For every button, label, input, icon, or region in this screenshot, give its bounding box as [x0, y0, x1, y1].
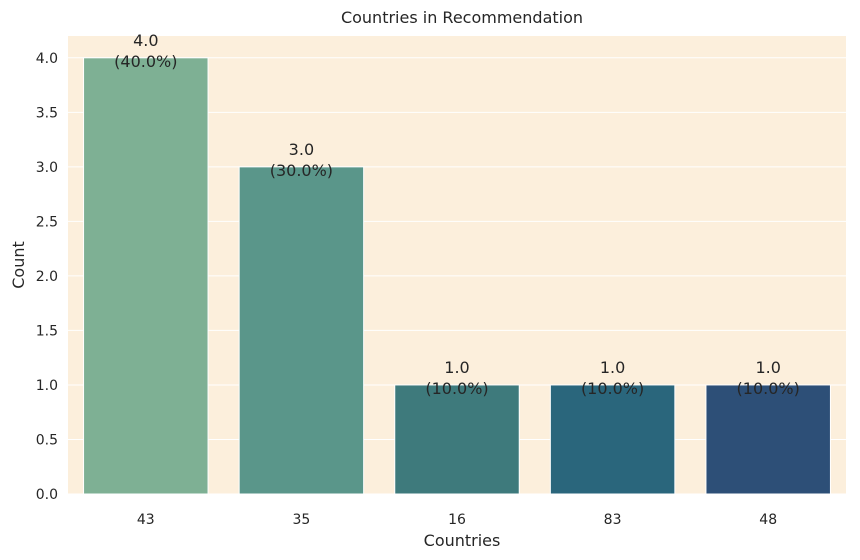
y-axis-title: Count: [9, 241, 28, 289]
y-tick-label: 4.0: [36, 51, 58, 67]
bar-percent-label: (30.0%): [270, 161, 333, 180]
x-axis-title: Countries: [424, 531, 501, 550]
y-tick-label: 1.0: [36, 378, 58, 394]
x-tick-labels: 43 35 16 83 48: [137, 512, 777, 528]
y-tick-label: 0.0: [36, 487, 58, 503]
y-tick-label: 3.0: [36, 160, 58, 176]
bar-value-label: 1.0: [755, 358, 780, 377]
x-tick-label: 35: [292, 512, 310, 528]
bars: [83, 57, 831, 495]
bar: [238, 166, 365, 495]
bar-value-labels: 4.0 (40.0%) 3.0 (30.0%) 1.0 (10.0%) 1.0 (10.0%)…: [114, 31, 800, 398]
bar: [83, 57, 209, 495]
bar: [394, 384, 520, 495]
bar: [705, 384, 831, 495]
y-tick-label: 2.5: [36, 214, 58, 230]
bar-percent-label: (40.0%): [114, 52, 177, 71]
chart-title: Countries in Recommendation: [341, 8, 583, 27]
bar-percent-label: (10.0%): [737, 379, 800, 398]
bar: [549, 384, 676, 495]
y-tick-label: 2.0: [36, 269, 58, 285]
y-tick-labels: 0.0 0.5 1.0 1.5 2.0 2.5 3.0 3.5 4.0: [36, 51, 58, 503]
x-tick-label: 43: [137, 512, 155, 528]
bar-percent-label: (10.0%): [581, 379, 644, 398]
x-tick-label: 16: [448, 512, 466, 528]
y-tick-label: 1.5: [36, 323, 58, 339]
y-tick-label: 0.5: [36, 432, 58, 448]
bar-percent-label: (10.0%): [425, 379, 488, 398]
x-tick-label: 48: [759, 512, 777, 528]
x-tick-label: 83: [604, 512, 622, 528]
bar-value-label: 1.0: [600, 358, 625, 377]
bar-value-label: 4.0: [133, 31, 158, 50]
bar-value-label: 1.0: [444, 358, 469, 377]
y-tick-label: 3.5: [36, 105, 58, 121]
bar-value-label: 3.0: [289, 140, 314, 159]
